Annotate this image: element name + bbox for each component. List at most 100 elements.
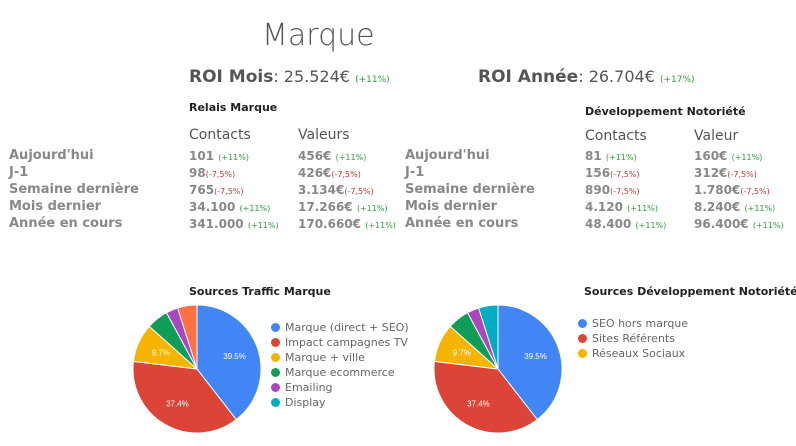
dev-contacts-cell-value: 156 bbox=[585, 166, 611, 180]
chart1-legend-item[interactable]: Marque (direct + SEO) bbox=[271, 320, 409, 335]
dev-valeurs-cell: 1.780€(-7,5%) bbox=[694, 183, 770, 197]
dev-row-label: Mois dernier bbox=[405, 199, 498, 214]
chart2-slice bbox=[497, 304, 563, 421]
chart1-legend-label: Marque ecommerce bbox=[285, 366, 395, 379]
roi-mois-pct: (+11%) bbox=[355, 75, 390, 85]
relais-row-label: Mois dernier bbox=[9, 199, 102, 214]
dev-valeurs-cell: 96.400€ (+11%) bbox=[694, 217, 784, 231]
dev-row-label: J-1 bbox=[405, 165, 425, 180]
relais-valeurs-cell-value: 426€ bbox=[298, 166, 332, 180]
dev-contacts-cell-pct: (-7,5%) bbox=[610, 187, 640, 196]
chart2-legend-label: Réseaux Sociaux bbox=[592, 347, 686, 360]
relais-col-contacts: Contacts bbox=[189, 127, 251, 143]
dev-contacts-cell-value: 890 bbox=[585, 183, 611, 197]
chart2-pie: 39.5% 37.4% 9.7% bbox=[433, 304, 563, 434]
relais-contacts-cell-pct: (+11%) bbox=[239, 204, 271, 213]
dev-valeurs-cell-value: 1.780€ bbox=[694, 183, 741, 197]
chart1-legend-item[interactable]: Emailing bbox=[271, 380, 409, 395]
dev-valeurs-cell: 312€(-7,5%) bbox=[694, 166, 757, 180]
roi-mois-label: ROI Mois bbox=[189, 67, 274, 87]
chart1-legend-item[interactable]: Marque ecommerce bbox=[271, 365, 409, 380]
dev-valeurs-cell-value: 8.240€ bbox=[694, 200, 741, 214]
dev-contacts-cell-pct: (+11%) bbox=[635, 221, 667, 230]
legend-dot-icon bbox=[578, 349, 587, 358]
relais-row-label: J-1 bbox=[9, 165, 29, 180]
relais-valeurs-cell-pct: (-7,5%) bbox=[344, 187, 374, 196]
chart2-legend-item[interactable]: SEO hors marque bbox=[578, 316, 688, 331]
legend-dot-icon bbox=[271, 368, 280, 377]
dev-valeurs-cell-pct: (-7,5%) bbox=[727, 170, 757, 179]
relais-contacts-cell-pct: (-7,5%) bbox=[205, 170, 236, 179]
legend-dot-icon bbox=[578, 319, 587, 328]
relais-col-valeurs: Valeurs bbox=[298, 127, 350, 143]
roi-annee-label: ROI Année bbox=[478, 67, 579, 87]
chart1-legend-item[interactable]: Impact campagnes TV bbox=[271, 335, 409, 350]
relais-title: Relais Marque bbox=[189, 101, 278, 114]
relais-valeurs-cell-value: 170.660€ bbox=[298, 217, 362, 231]
relais-contacts-cell-value: 101 bbox=[189, 149, 215, 163]
chart1-slice bbox=[132, 360, 237, 434]
chart1-legend-label: Emailing bbox=[285, 381, 333, 394]
dev-valeurs-cell-value: 160€ bbox=[694, 149, 728, 163]
chart1-legend-item[interactable]: Display bbox=[271, 395, 409, 410]
dev-col-contacts: Contacts bbox=[585, 128, 647, 144]
relais-row-label: Aujourd'hui bbox=[9, 148, 94, 163]
dev-row-label: Semaine dernière bbox=[405, 182, 535, 197]
dev-contacts-cell: 4.120 (+11%) bbox=[585, 200, 658, 214]
roi-annee-pct: (+17%) bbox=[659, 75, 695, 85]
dev-title: Développement Notoriété bbox=[585, 105, 746, 118]
chart1-legend-label: Display bbox=[285, 396, 326, 409]
chart1-legend-label: Marque + ville bbox=[285, 351, 365, 364]
chart2-legend-item[interactable]: Réseaux Sociaux bbox=[578, 346, 688, 361]
roi-mois: ROI Mois: 25.524€ (+11%) bbox=[189, 67, 390, 87]
relais-valeurs-cell-pct: (+11%) bbox=[335, 153, 367, 162]
chart2-slice-label: 37.4% bbox=[467, 400, 490, 409]
relais-contacts-cell: 765(-7,5%) bbox=[189, 183, 244, 197]
chart1-legend-label: Marque (direct + SEO) bbox=[285, 321, 409, 334]
relais-valeurs-cell-value: 3.134€ bbox=[298, 183, 345, 197]
chart2-slice-label: 39.5% bbox=[524, 352, 547, 361]
dev-valeurs-cell-pct: (+11%) bbox=[752, 221, 784, 230]
dev-valeurs-cell-value: 96.400€ bbox=[694, 217, 749, 231]
relais-contacts-cell: 98(-7,5%) bbox=[189, 166, 235, 180]
relais-valeurs-cell: 3.134€(-7,5%) bbox=[298, 183, 374, 197]
dev-contacts-cell: 81 (+11%) bbox=[585, 149, 637, 163]
legend-dot-icon bbox=[271, 398, 280, 407]
chart1-title: Sources Traffic Marque bbox=[189, 285, 331, 298]
chart2-slice-label: 9.7% bbox=[453, 349, 471, 358]
relais-contacts-cell-value: 341.000 bbox=[189, 217, 244, 231]
dev-valeurs-cell: 8.240€ (+11%) bbox=[694, 200, 775, 214]
dev-contacts-cell-value: 81 bbox=[585, 149, 602, 163]
chart1-legend-item[interactable]: Marque + ville bbox=[271, 350, 409, 365]
dev-valeurs-cell-pct: (+11%) bbox=[744, 204, 776, 213]
relais-contacts-cell-pct: (-7,5%) bbox=[214, 187, 244, 196]
relais-valeurs-cell: 456€ (+11%) bbox=[298, 149, 366, 163]
legend-dot-icon bbox=[271, 338, 280, 347]
relais-valeurs-cell: 17.266€ (+11%) bbox=[298, 200, 388, 214]
chart1-slice-label: 9.7% bbox=[152, 349, 170, 358]
relais-contacts-cell-value: 34.100 bbox=[189, 200, 236, 214]
chart2-slice bbox=[433, 360, 538, 434]
legend-dot-icon bbox=[271, 323, 280, 332]
chart1-legend-label: Impact campagnes TV bbox=[285, 336, 408, 349]
chart1-legend: Marque (direct + SEO) Impact campagnes TV… bbox=[271, 320, 409, 410]
dev-contacts-cell-pct: (-7,5%) bbox=[610, 170, 640, 179]
relais-contacts-cell-value: 765 bbox=[189, 183, 215, 197]
relais-contacts-cell: 101 (+11%) bbox=[189, 149, 249, 163]
chart2-legend-item[interactable]: Sites Référents bbox=[578, 331, 688, 346]
relais-contacts-cell-pct: (+11%) bbox=[218, 153, 249, 162]
legend-dot-icon bbox=[578, 334, 587, 343]
dev-valeurs-cell-pct: (+11%) bbox=[731, 153, 763, 162]
relais-valeurs-cell-pct: (+11%) bbox=[356, 204, 388, 213]
chart2-legend-label: SEO hors marque bbox=[592, 317, 689, 330]
dev-row-label: Aujourd'hui bbox=[405, 148, 490, 163]
relais-valeurs-cell-value: 456€ bbox=[298, 149, 332, 163]
legend-dot-icon bbox=[271, 383, 280, 392]
legend-dot-icon bbox=[271, 353, 280, 362]
relais-contacts-cell-pct: (+11%) bbox=[247, 221, 279, 230]
relais-row-label: Semaine dernière bbox=[9, 182, 139, 197]
chart2-slice bbox=[477, 304, 499, 370]
chart1-slice-label: 37.4% bbox=[166, 400, 189, 409]
dev-contacts-cell: 156(-7,5%) bbox=[585, 166, 640, 180]
dev-contacts-cell-value: 4.120 bbox=[585, 200, 623, 214]
